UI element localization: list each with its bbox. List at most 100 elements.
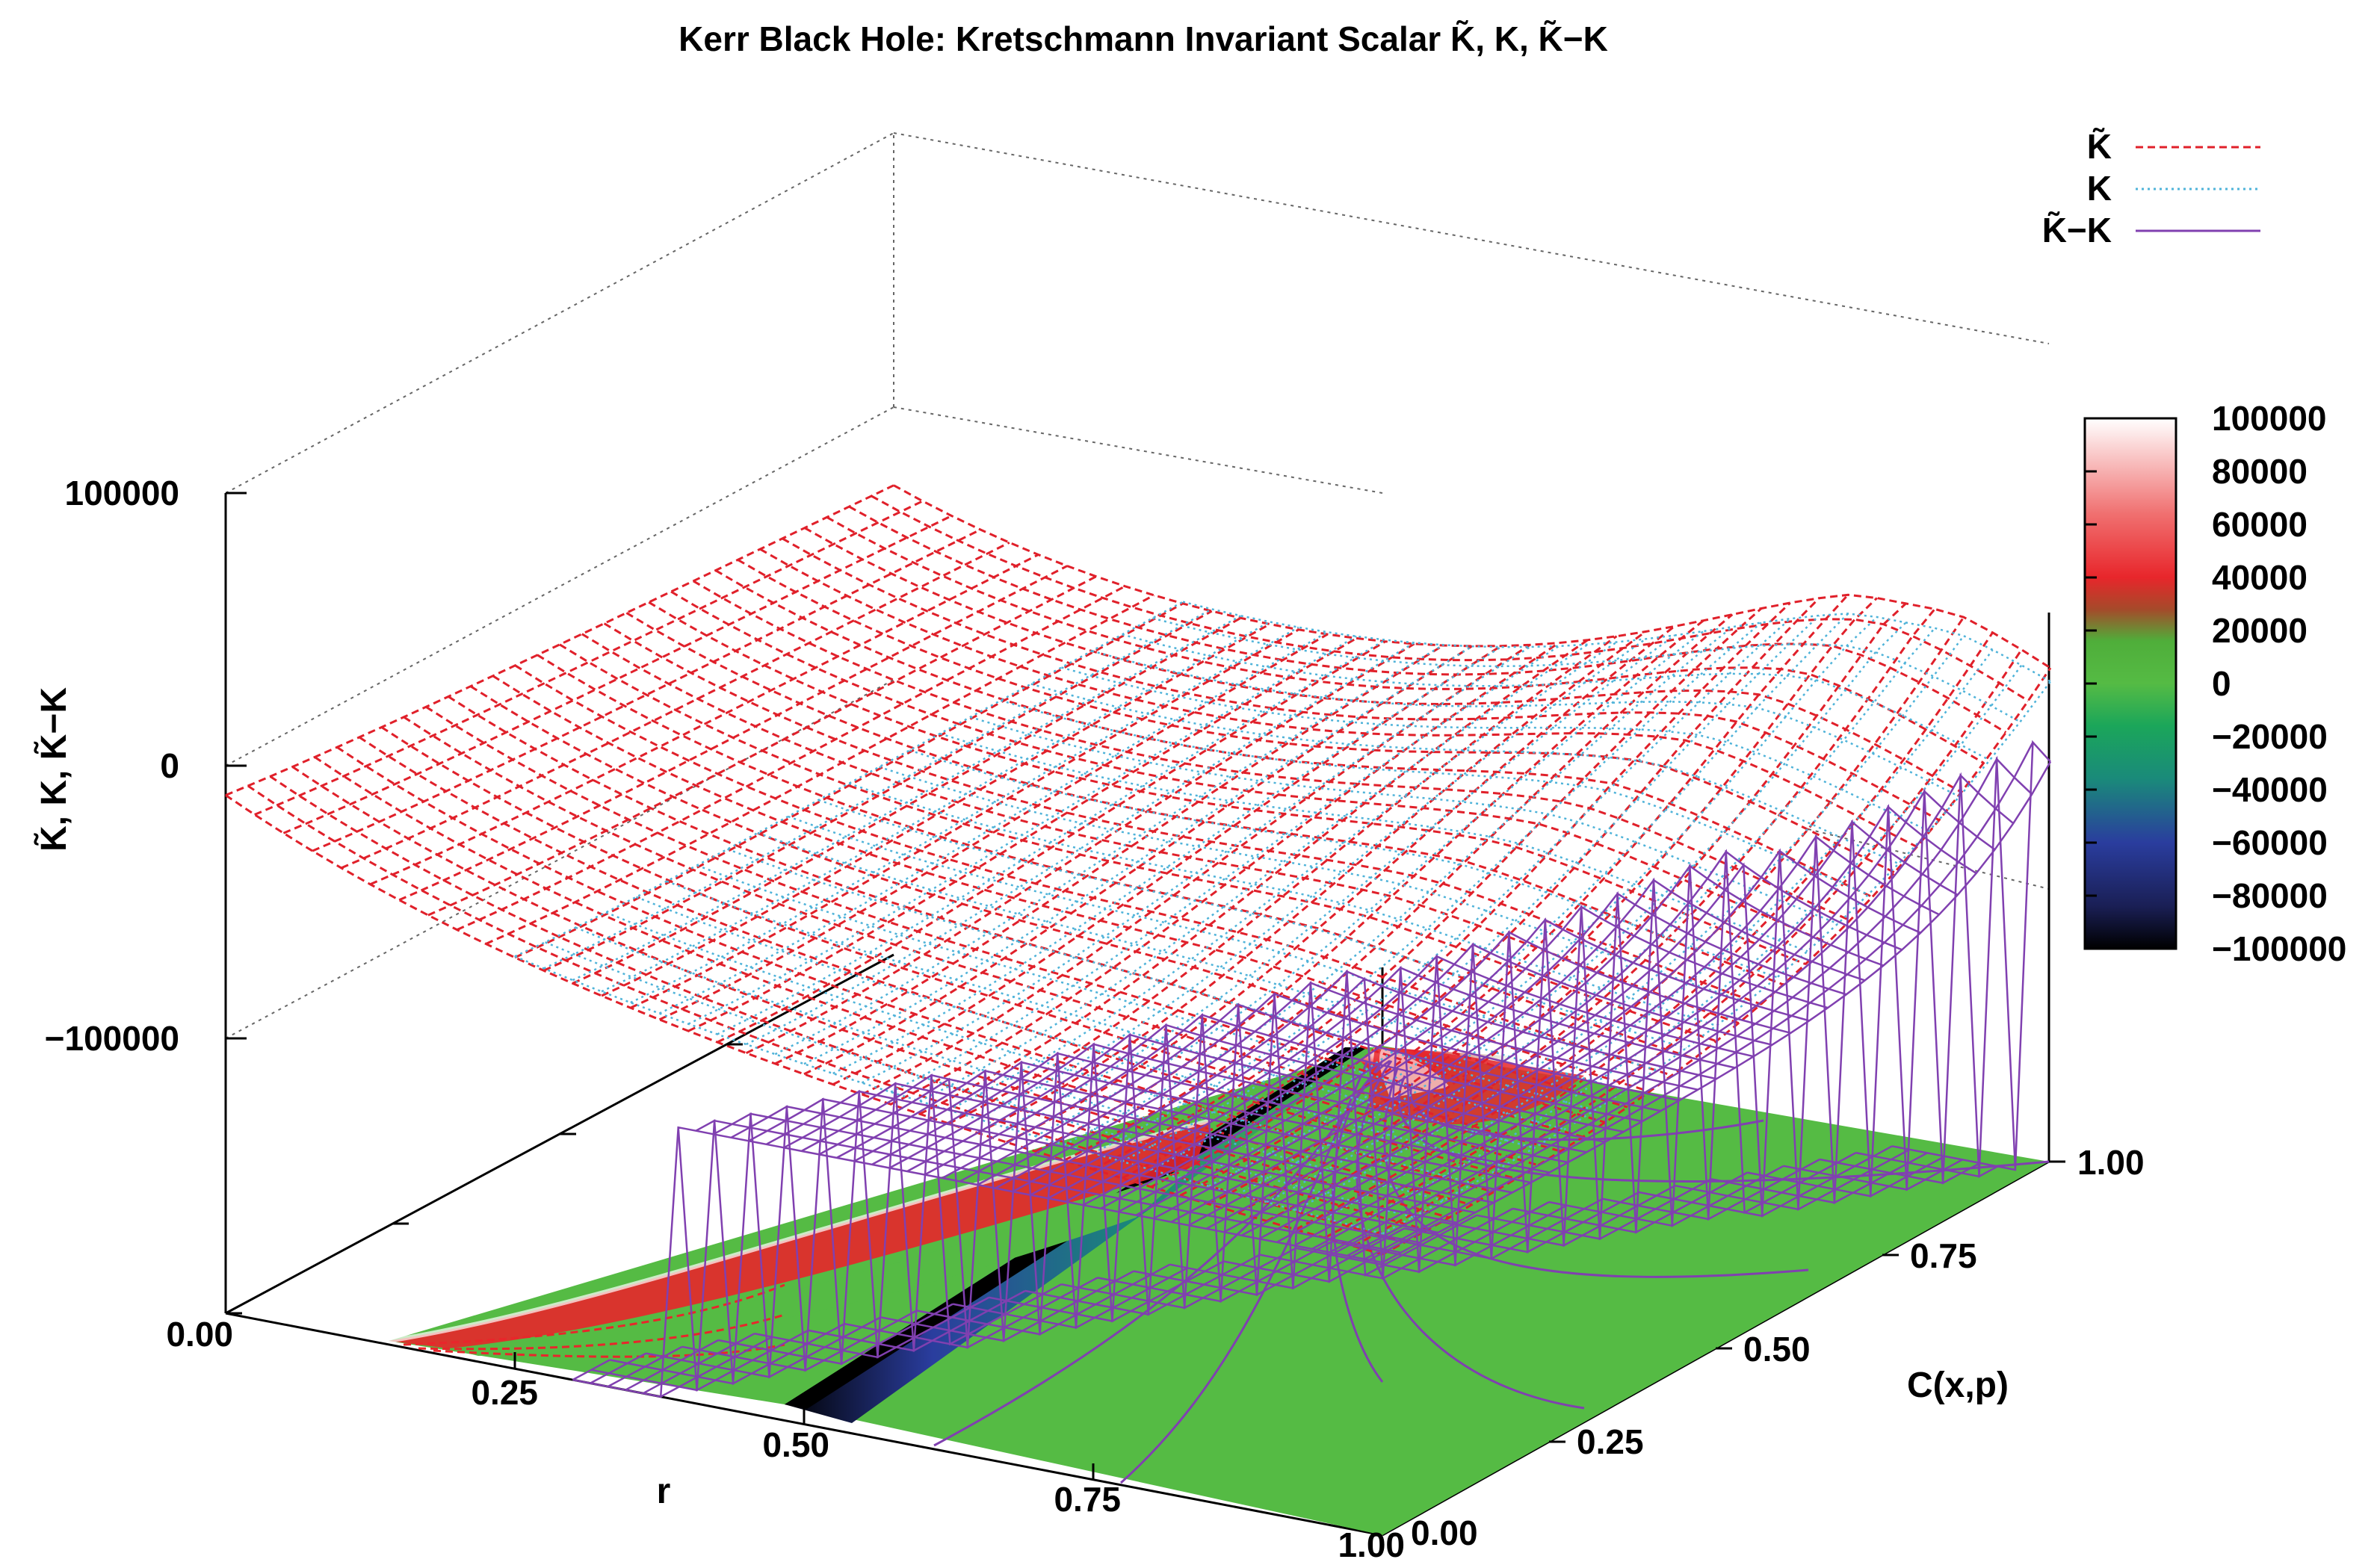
series-ktilde-line [893,484,2051,669]
z-axis-label: K̃, K, K̃−K [34,687,74,852]
series-ktilde-line [826,516,1985,764]
y-tick-1: 0.25 [1577,1422,1644,1461]
series-diff-line [646,1105,1438,1378]
series-diff-line [1135,904,1712,1241]
series-k-mesh [514,601,2051,1235]
series-k-line [879,766,1747,1003]
series-diff-line [1548,864,1884,1227]
z-axis: 100000 0 −100000 K̃, K, K̃−K [34,474,247,1058]
series-k-line [848,782,1717,1027]
series-ktilde-line [470,685,1628,1109]
series-ktilde-line [919,639,1589,1115]
series-ktilde-line [603,622,1762,1005]
series-ktilde-line [625,612,1784,986]
series-diff-line [625,1339,719,1391]
series-k-line [605,911,1474,1185]
colorbar-tick-label: 100000 [2212,399,2327,438]
series-k-line [970,716,1838,925]
series-ktilde-line [848,505,2007,734]
series-diff-line [783,1082,1026,1353]
y-tick-4: 1.00 [2077,1143,2145,1182]
series-k-line [1266,627,1936,1203]
series-k-line [545,941,1413,1218]
series-k-line [1182,601,2051,683]
series-ktilde-line [871,495,2029,702]
series-k-line [746,642,1415,1046]
colorbar-tick-label: −80000 [2212,876,2328,915]
series-k-line [774,644,1444,1056]
legend-entry-ktilde: K̃ [2087,127,2260,166]
series-k-line [1122,633,1991,761]
series-diff-line [1602,849,1902,1221]
series-diff-line [1819,773,2015,1185]
series-diff-line [942,1013,1333,1304]
series-k-line [1030,683,1900,865]
z-tick-0: 100000 [65,474,180,512]
x-tick-1: 0.25 [471,1373,538,1412]
series-diff-line [1855,757,2033,1178]
colorbar: 100000 80000 60000 40000 20000 0 −20000 −40000 −… [2083,399,2346,968]
series-diff-line [1675,834,1940,1211]
series-ktilde-line [774,644,1444,1065]
x-tick-4: 1.00 [1338,1525,1405,1564]
series-diff-line [1205,849,1857,1230]
series-k-line [948,641,1618,1112]
series-k-line [977,638,1646,1120]
series-ktilde-line [398,565,1068,902]
colorbar-tick-label: −40000 [2212,770,2328,809]
series-ktilde-line [254,500,924,816]
colorbar-tick-label: 0 [2212,664,2231,703]
series-k-line [666,880,1535,1149]
series-diff-line [1367,930,1791,1260]
y-tick-2: 0.50 [1743,1330,1811,1369]
series-ktilde-line [693,580,1851,922]
series-diff-line [1259,966,1736,1280]
series-ktilde-line [225,484,894,796]
legend-label-diff: K̃−K [2042,211,2112,250]
x-tick-3: 0.75 [1054,1480,1121,1519]
series-diff-mesh [572,740,2052,1398]
z-tick-2: −100000 [45,1019,179,1058]
series-diff-line [844,1069,1531,1349]
series-k-line [717,639,1386,1035]
series-diff-line [1061,1013,1642,1310]
series-diff-line [871,1051,1188,1330]
series-diff-line [590,1352,647,1384]
series-k-line [890,645,1560,1094]
series-ktilde-line [1237,602,1907,1214]
series-ktilde-line [403,716,1561,1153]
x-axis: 0.00 0.25 0.50 0.75 1.00 r [166,1315,1405,1564]
series-diff-line [853,1060,1171,1336]
series-ktilde-line [312,528,981,852]
series-k-line [572,615,1242,982]
colorbar-tick-label: −60000 [2212,823,2328,862]
series-ktilde-line [804,527,1962,793]
series-ktilde-line [737,559,1896,874]
legend-label-k: K [2087,169,2112,208]
colorbar-tick-label: 20000 [2212,611,2308,650]
series-ktilde-line [717,640,1386,1044]
series-k-line [939,732,1808,952]
chart-title: Kerr Black Hole: Kretschmann Invariant S… [679,19,1608,58]
series-k-line [1092,622,1762,1154]
series-diff-line [590,1119,1402,1392]
series-k-line [1295,635,1965,1212]
series-diff-line [1169,981,1698,1289]
series-k-line [909,749,1778,979]
series-diff-line [677,1127,809,1392]
series-ktilde-line [670,590,1829,944]
series-ktilde-line [714,569,1873,899]
series-ktilde-line [425,706,1583,1138]
series-diff-line [1476,892,1847,1240]
series-ktilde-line [782,537,1940,822]
series-ktilde-line [492,675,1651,1093]
series-diff-line [1097,1003,1661,1303]
series-diff-line [916,1052,1568,1336]
colorbar-tick-label: −20000 [2212,717,2328,756]
series-diff-line [1065,954,1568,1267]
series-ktilde-line [514,664,1672,1076]
series-diff-line [1710,819,1959,1204]
series-ktilde-line [456,585,1126,931]
series-ktilde-line [648,601,1806,965]
series-ktilde-line [559,643,1717,1043]
